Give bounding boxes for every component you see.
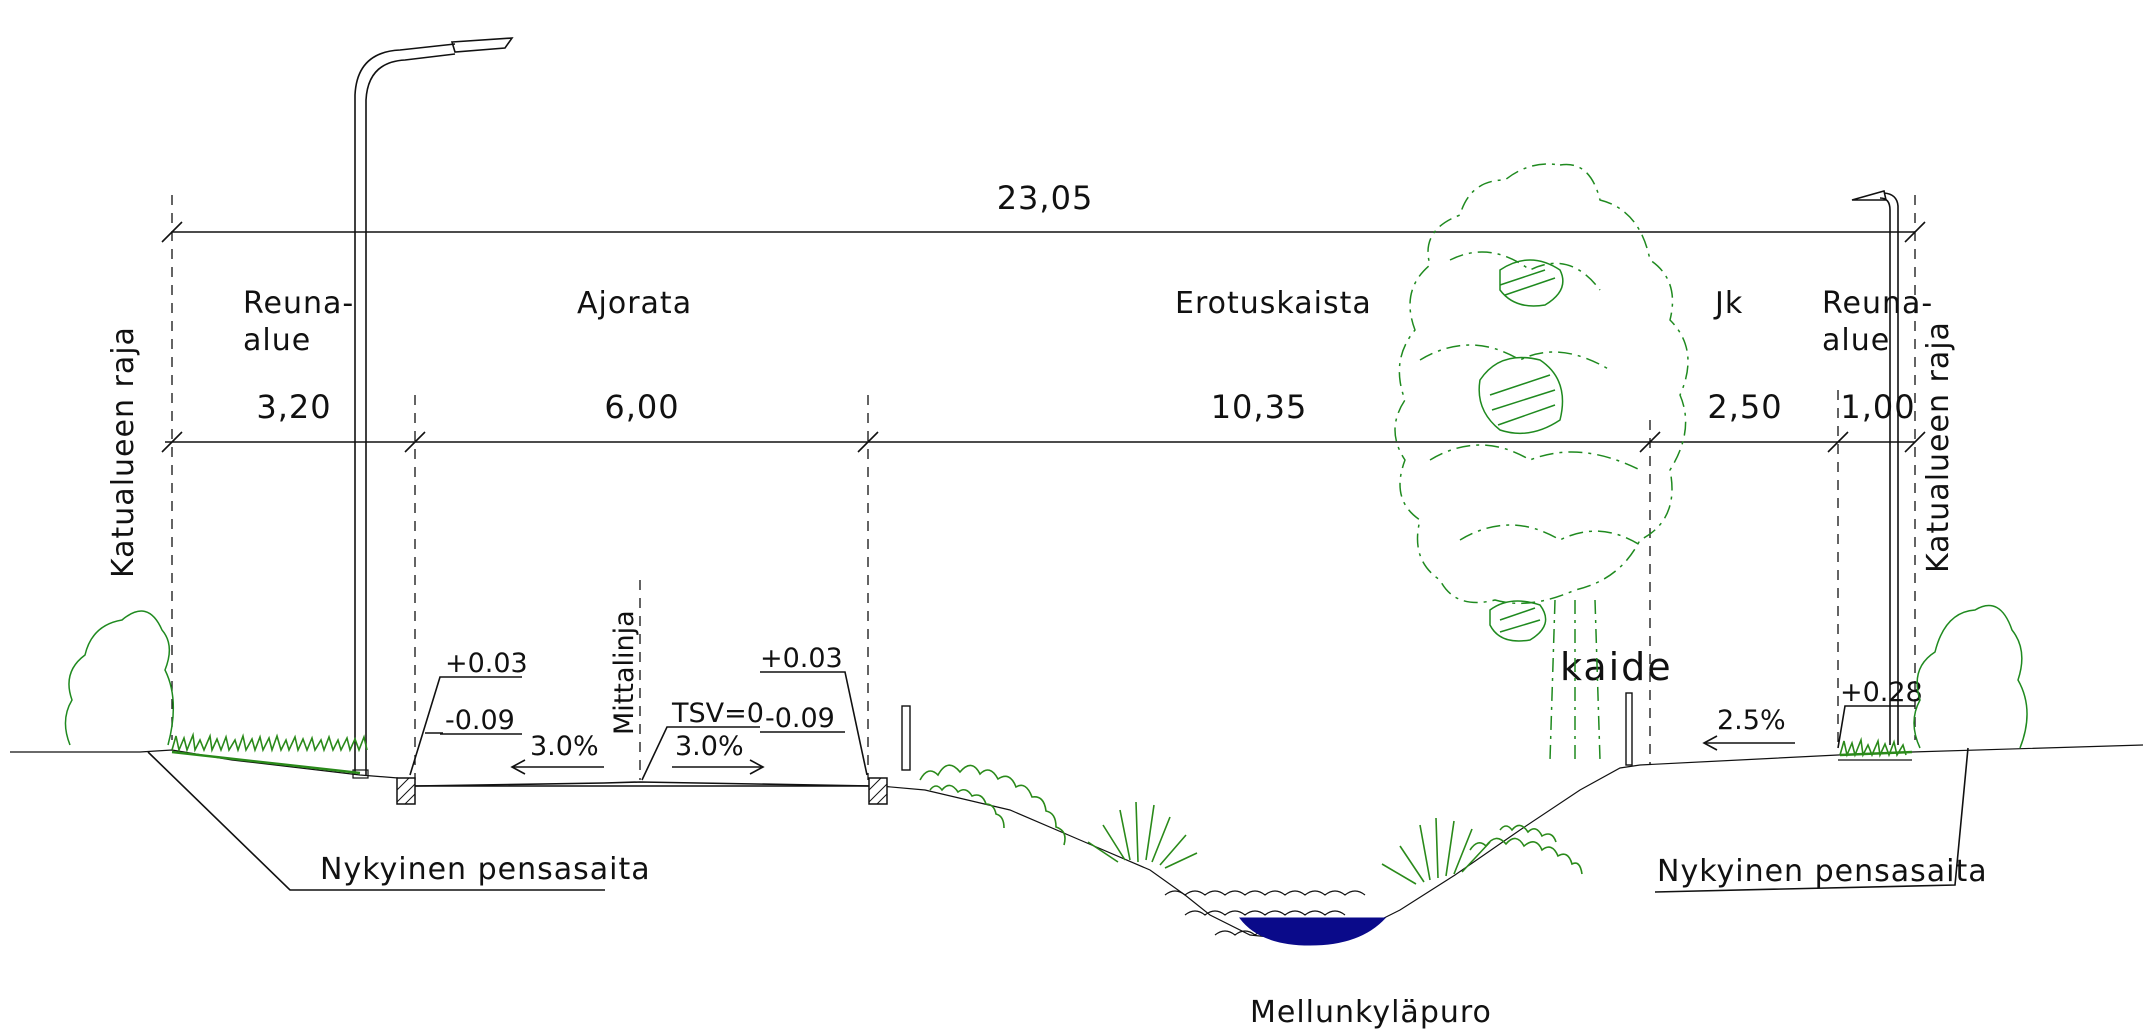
street-lamp-right xyxy=(1851,190,1899,745)
slope-walkway: 2.5% xyxy=(1717,705,1786,736)
extension-lines xyxy=(171,195,1916,780)
street-lamp-left xyxy=(352,37,514,779)
street-boundary-left: Katualueen raja xyxy=(106,326,141,578)
curb-left-top-level: +0.03 xyxy=(445,648,528,679)
slope-arrow-right xyxy=(672,759,765,775)
zone-width-right-edge: 1,00 xyxy=(1840,388,1915,426)
railing-label: kaide xyxy=(1560,645,1673,689)
bush-left xyxy=(64,610,175,746)
grass-left xyxy=(171,731,368,775)
curb-right xyxy=(868,777,888,805)
zone-label-carriageway: Ajorata xyxy=(577,286,692,321)
curb-elevation-leader-left xyxy=(409,676,522,776)
zone-width-carriageway: 6,00 xyxy=(604,388,679,426)
street-boundary-right: Katualueen raja xyxy=(1921,321,1956,573)
shrubs-left-slope xyxy=(919,764,1198,869)
slope-left: 3.0% xyxy=(530,731,599,762)
existing-hedge-right: Nykyinen pensasaita xyxy=(1657,854,1988,889)
hedge-leader-right xyxy=(1654,747,1969,893)
zone-label-right-edge-line1: Reuna- xyxy=(1822,286,1933,321)
stream-water xyxy=(1239,917,1387,946)
shrubs-right-slope xyxy=(1381,817,1583,885)
grass-right xyxy=(1839,736,1913,758)
overall-dimension-line xyxy=(161,221,1926,243)
curb-elevation-leader-right xyxy=(760,671,868,776)
tree xyxy=(1394,163,1689,761)
post-median xyxy=(901,705,911,771)
curb-hatching xyxy=(396,777,888,805)
slope-arrow-walkway xyxy=(1702,735,1795,751)
zone-dimension-line xyxy=(161,431,1926,453)
zone-width-walkway: 2,50 xyxy=(1707,388,1782,426)
zone-label-left-edge-line2: alue xyxy=(243,323,311,358)
overall-width: 23,05 xyxy=(997,179,1094,217)
tsv-leader xyxy=(641,726,760,781)
zone-width-median: 10,35 xyxy=(1211,388,1308,426)
tsv-label: TSV=0 xyxy=(671,698,764,729)
railing-post xyxy=(1625,692,1633,766)
bush-right xyxy=(1913,604,2028,749)
reference-line-label: Mittalinja xyxy=(609,610,640,735)
zone-label-left-edge-line1: Reuna- xyxy=(243,286,354,321)
zone-width-left-edge: 3,20 xyxy=(256,388,331,426)
curb-left xyxy=(396,777,416,805)
walkway-edge-leader xyxy=(1837,705,1915,749)
stream-label: Mellunkyläpuro xyxy=(1250,995,1492,1030)
ground-profile xyxy=(10,744,2143,941)
existing-hedge-left: Nykyinen pensasaita xyxy=(320,852,651,887)
hedge-leader-left xyxy=(147,751,605,891)
curb-right-top-level: +0.03 xyxy=(760,643,843,674)
slope-arrow-left xyxy=(510,759,604,775)
zone-label-median: Erotuskaista xyxy=(1175,286,1372,321)
zone-label-walkway: Jk xyxy=(1713,286,1743,321)
slope-right: 3.0% xyxy=(675,731,744,762)
zone-label-right-edge-line2: alue xyxy=(1822,323,1890,358)
walkway-edge-level: +0.28 xyxy=(1840,677,1923,708)
curb-left-bottom-level: -0.09 xyxy=(445,705,515,736)
curb-right-bottom-level: -0.09 xyxy=(765,703,835,734)
